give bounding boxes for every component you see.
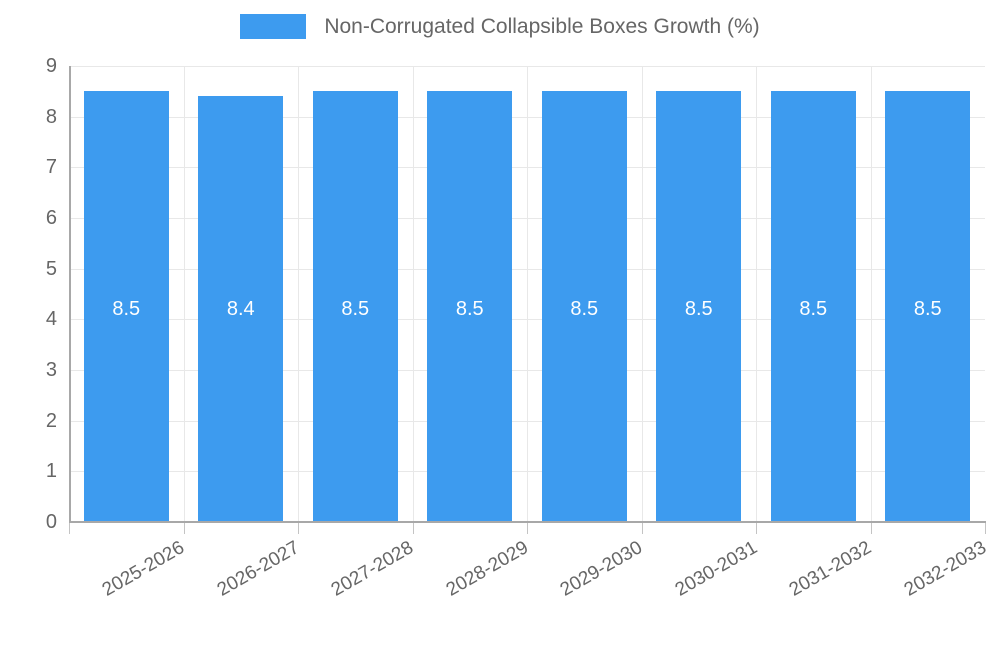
bar-value-label: 8.5 — [341, 297, 370, 320]
bar[interactable]: 8.5 — [656, 91, 742, 522]
bar[interactable]: 8.5 — [427, 91, 513, 522]
bar-value-label: 8.5 — [913, 297, 942, 320]
x-axis-tick-mark — [527, 523, 528, 534]
x-axis-tick-mark — [413, 523, 414, 534]
y-axis-line — [69, 66, 71, 523]
y-axis-tick-label: 6 — [45, 207, 57, 229]
gridline-vertical — [298, 66, 299, 522]
x-axis-tick-mark — [756, 523, 757, 534]
y-axis-tick-label: 8 — [45, 105, 57, 128]
y-axis-tick-label: 0 — [45, 511, 57, 533]
legend-label: Non-Corrugated Collapsible Boxes Growth … — [324, 15, 760, 38]
bar-value-label: 8.4 — [226, 297, 255, 320]
gridline-vertical — [756, 66, 757, 522]
y-axis-tick-label: 4 — [45, 308, 57, 331]
bar-value-label: 8.5 — [799, 297, 828, 320]
chart-legend: Non-Corrugated Collapsible Boxes Growth … — [0, 14, 1000, 39]
bar[interactable]: 8.4 — [198, 96, 284, 522]
bar[interactable]: 8.5 — [770, 91, 856, 522]
bar-value-label: 8.5 — [455, 297, 484, 320]
bar[interactable]: 8.5 — [312, 91, 398, 522]
bar[interactable]: 8.5 — [885, 91, 971, 522]
gridline-vertical — [527, 66, 528, 522]
bar-value-label: 8.5 — [570, 297, 599, 320]
gridline-vertical — [413, 66, 414, 522]
legend-item[interactable]: Non-Corrugated Collapsible Boxes Growth … — [240, 14, 760, 39]
bar-chart: Non-Corrugated Collapsible Boxes Growth … — [0, 0, 1000, 601]
y-axis-tick-label: 3 — [45, 359, 57, 381]
legend-color-swatch — [240, 14, 307, 39]
y-axis-tick-label: 9 — [45, 55, 57, 77]
x-axis-tick-mark — [871, 523, 872, 534]
x-axis-tick-mark — [298, 523, 299, 534]
x-axis-tick-mark — [642, 523, 643, 534]
x-axis-tick-mark — [985, 523, 986, 534]
bar[interactable]: 8.5 — [541, 91, 627, 522]
x-axis-tick-mark — [69, 523, 70, 534]
y-axis-tick-label: 1 — [45, 460, 57, 483]
y-axis-tick-labels: 0 1 2 3 4 5 6 7 8 9 — [0, 0, 57, 600]
bar-value-label: 8.5 — [112, 297, 141, 320]
bar[interactable]: 8.5 — [83, 91, 169, 522]
y-axis-tick-label: 2 — [45, 409, 57, 432]
y-axis-tick-label: 5 — [45, 257, 57, 280]
x-axis-tick-mark — [184, 523, 185, 534]
plot-area: 8.5 8.4 8.5 8.5 8.5 8.5 8.5 8.5 — [69, 66, 985, 523]
gridline-vertical — [642, 66, 643, 522]
bar-value-label: 8.5 — [684, 297, 713, 320]
y-axis-tick-label: 7 — [45, 156, 57, 179]
gridline-vertical — [871, 66, 872, 522]
x-axis-line — [69, 521, 986, 523]
gridline-vertical — [184, 66, 185, 522]
